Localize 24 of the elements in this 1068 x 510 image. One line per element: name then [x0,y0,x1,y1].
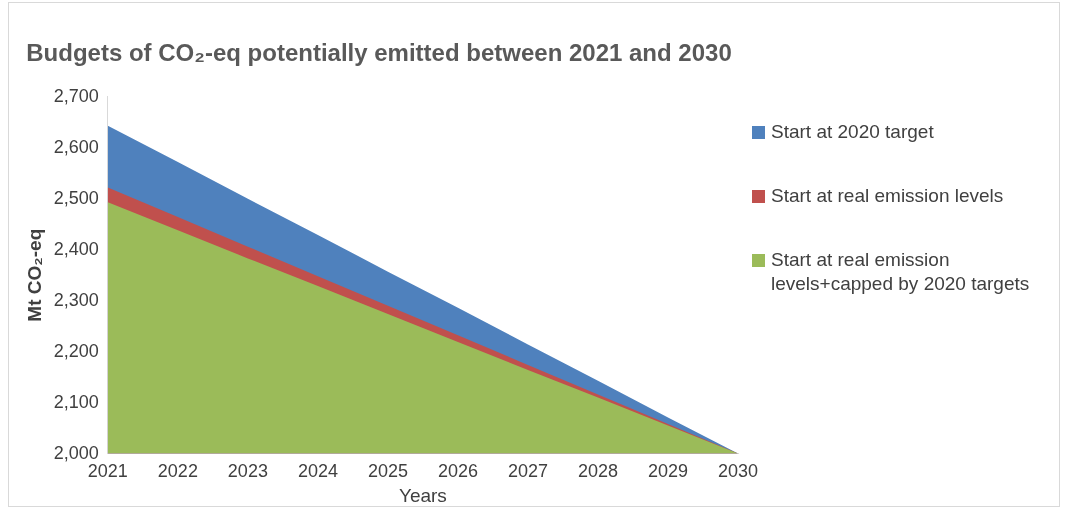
y-tick-label: 2,500 [53,187,99,208]
y-tick-label: 2,600 [53,136,99,157]
x-tick-label: 2024 [297,461,338,482]
x-tick-label: 2028 [577,461,618,482]
x-tick-label: 2029 [647,461,689,482]
x-tick-label: 2026 [437,461,478,482]
x-axis-title: Years [398,484,447,506]
x-tick-label: 2025 [367,461,408,482]
x-tick-label: 2021 [87,461,128,482]
x-tick-label: 2023 [227,461,268,482]
chart-title: Budgets of CO₂-eq potentially emitted between 2021 and 2030 [26,39,732,67]
legend-label: Start at real emission levels [771,184,1004,208]
x-tick-label: 2030 [717,461,759,482]
y-axis-title: Mt CO₂-eq [23,228,45,322]
y-tick-label: 2,200 [53,340,99,361]
x-tick-label: 2027 [507,461,548,482]
legend-label: Start at real emission levels+capped by 2020 targets [771,248,1031,296]
y-tick-label: 2,000 [53,442,99,463]
y-tick-label: 2,100 [53,391,99,412]
y-tick-label: 2,400 [53,238,99,259]
legend-label: Start at 2020 target [771,120,934,144]
y-tick-label: 2,300 [53,289,99,310]
x-tick-label: 2022 [157,461,198,482]
y-tick-label: 2,700 [53,85,99,106]
